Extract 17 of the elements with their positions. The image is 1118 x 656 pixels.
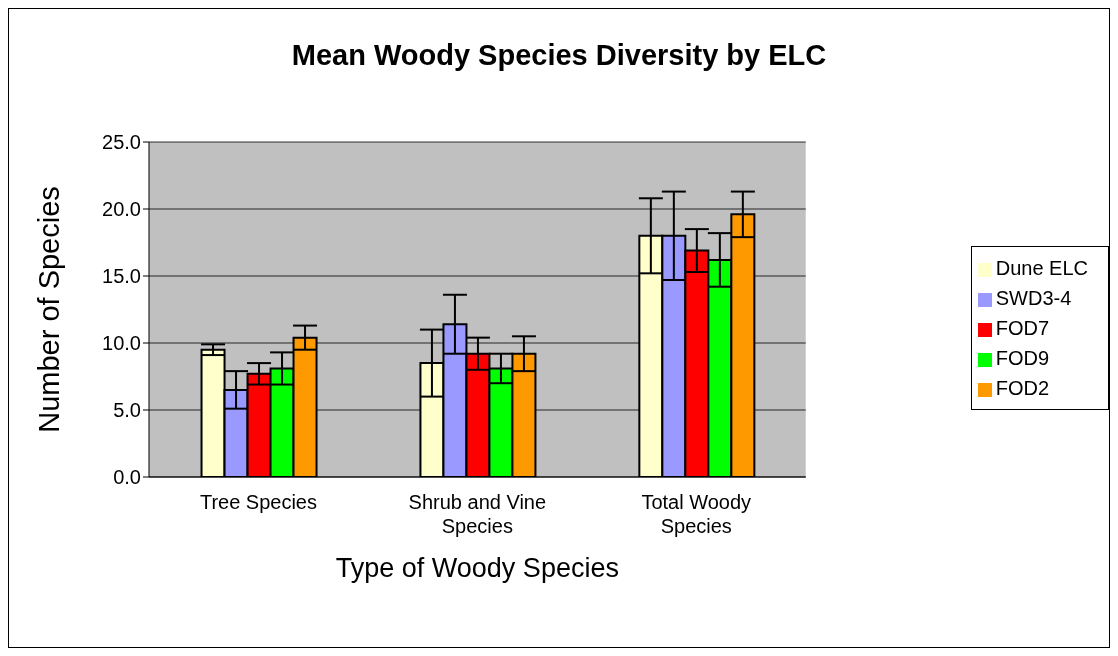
legend-label: FOD7 [995,317,1050,339]
y-tick-label: 10.0 [102,332,141,355]
y-tick-label: 5.0 [113,399,141,422]
legend-label: FOD2 [995,377,1050,399]
chart-title: Mean Woody Species Diversity by ELC [290,39,828,72]
x-axis-title: Type of Woody Species [335,553,619,583]
legend-label: Dune ELC [995,257,1088,279]
legend-label: FOD9 [995,347,1050,369]
x-tick-label: Shrub and Vine Species [408,491,547,537]
y-tick-label: 25.0 [102,131,141,154]
y-tick-label: 20.0 [102,198,141,221]
legend-label: SWD3-4 [995,287,1072,309]
x-tick-label: Total Woody Species [641,491,752,537]
y-axis-title: Number of Species [33,186,66,433]
x-tick-label: Tree Species [199,491,317,513]
y-tick-label: 0.0 [113,466,141,489]
y-tick-label: 15.0 [102,265,141,288]
